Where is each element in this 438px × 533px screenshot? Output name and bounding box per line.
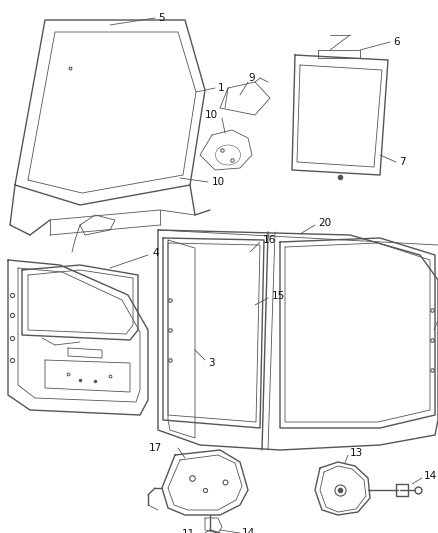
Text: 13: 13	[350, 448, 363, 458]
Text: 5: 5	[158, 13, 165, 23]
Text: 3: 3	[208, 358, 215, 368]
Text: 1: 1	[218, 83, 225, 93]
Text: 15: 15	[272, 291, 285, 301]
Text: 6: 6	[393, 37, 399, 47]
Text: 11: 11	[182, 529, 195, 533]
Text: 4: 4	[152, 248, 159, 258]
Text: 9: 9	[248, 73, 254, 83]
Text: 7: 7	[399, 157, 406, 167]
Text: 10: 10	[212, 177, 225, 187]
Text: 17: 17	[149, 443, 162, 453]
Text: 20: 20	[318, 218, 331, 228]
Text: 10: 10	[205, 110, 218, 120]
Text: 14: 14	[242, 528, 255, 533]
Text: 14: 14	[424, 471, 437, 481]
Text: 16: 16	[263, 235, 276, 245]
